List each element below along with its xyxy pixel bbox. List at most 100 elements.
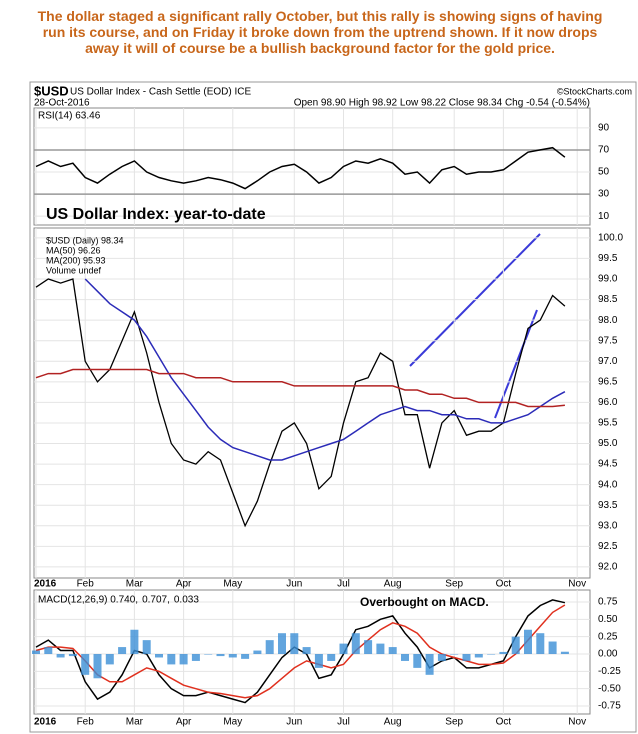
series-line	[35, 604, 566, 699]
histogram-bar	[44, 647, 53, 655]
x-tick-label: Jun	[286, 579, 302, 590]
y-tick-label: -0.50	[598, 683, 621, 694]
panel	[33, 227, 591, 579]
y-tick-label: -0.25	[598, 666, 621, 677]
y-tick-label: 94.5	[598, 459, 618, 470]
y-tick-label: 0.50	[598, 614, 618, 625]
x-tick-label: 2016	[34, 579, 57, 590]
y-tick-label: 95.0	[598, 438, 618, 449]
histogram-bar	[511, 636, 520, 655]
y-tick-label: 99.0	[598, 274, 618, 285]
histogram-bar	[437, 654, 446, 661]
histogram-bar	[216, 654, 225, 657]
histogram-bar	[351, 633, 360, 655]
histogram-bar	[339, 643, 348, 655]
histogram-bar	[32, 650, 40, 655]
y-tick-label: 93.0	[598, 520, 618, 531]
series-line	[84, 278, 566, 461]
x-tick-label: Mar	[126, 579, 144, 590]
y-tick-label: 10	[598, 211, 610, 222]
y-tick-label: 50	[598, 167, 610, 178]
histogram-bar	[462, 654, 471, 661]
series-line	[35, 146, 566, 190]
histogram-bar	[425, 654, 434, 675]
y-tick-label: 30	[598, 189, 610, 200]
y-tick-label: 96.5	[598, 376, 618, 387]
legend-entry: MA(200) 95.93	[46, 255, 106, 265]
quote: Open 98.90 High 98.92 Low 98.22 Close 98…	[294, 98, 590, 109]
histogram-bar	[81, 654, 90, 675]
histogram-bar	[376, 643, 385, 655]
commentary: The dollar staged a significant rally Oc…	[37, 8, 603, 56]
x-tick-label: Apr	[176, 717, 192, 728]
histogram-bar	[413, 654, 422, 668]
y-tick-label: 97.0	[598, 356, 618, 367]
histogram-bar	[118, 647, 127, 655]
histogram-bar	[450, 654, 459, 655]
series-line	[35, 368, 565, 408]
y-tick-label: 100.0	[598, 233, 623, 244]
histogram-bar	[68, 654, 77, 657]
y-tick-label: 90	[598, 123, 610, 134]
legend-entry: Volume undef	[46, 265, 102, 275]
y-tick-label: 95.5	[598, 418, 618, 429]
date: 28-Oct-2016	[34, 98, 90, 109]
x-tick-label: Jul	[337, 579, 350, 590]
histogram-bar	[278, 633, 286, 655]
histogram-bar	[265, 640, 274, 655]
histogram-bar	[487, 654, 496, 655]
index-name: US Dollar Index - Cash Settle (EOD) ICE	[70, 87, 251, 98]
histogram-bar	[388, 647, 397, 655]
x-tick-label: Jun	[286, 717, 302, 728]
legend-entry: MACD(12,26,9) 0.740,	[38, 595, 138, 606]
x-tick-label: Nov	[568, 717, 586, 728]
y-tick-label: 92.5	[598, 541, 618, 552]
histogram-bar	[155, 654, 163, 658]
x-tick-label: Sep	[445, 579, 463, 590]
x-tick-label: Apr	[176, 579, 192, 590]
x-tick-label: Oct	[496, 579, 512, 590]
histogram-bar	[142, 640, 151, 655]
series-line	[35, 278, 566, 528]
y-tick-label: 0.00	[598, 649, 618, 660]
x-tick-label: 2016	[34, 717, 57, 728]
histogram-bar	[499, 651, 508, 655]
legend-entry: MA(50) 96.26	[46, 245, 101, 255]
histogram-bar	[191, 654, 200, 661]
y-tick-label: 97.5	[598, 335, 618, 346]
histogram-bar	[314, 654, 323, 668]
histogram-bar	[204, 654, 213, 655]
symbol: $USD	[34, 83, 69, 98]
x-tick-label: Aug	[384, 717, 402, 728]
histogram-bar	[130, 629, 139, 655]
y-tick-label: 0.75	[598, 597, 618, 608]
source: ©StockCharts.com	[557, 86, 632, 96]
x-tick-label: Mar	[126, 717, 144, 728]
y-tick-label: 94.0	[598, 479, 618, 490]
histogram-bar	[93, 654, 102, 679]
x-tick-label: May	[223, 579, 242, 590]
y-tick-label: 96.0	[598, 397, 618, 408]
y-tick-label: 98.5	[598, 294, 618, 305]
histogram-bar	[474, 654, 483, 658]
x-tick-label: May	[223, 717, 242, 728]
x-tick-label: Feb	[77, 717, 95, 728]
histogram-bar	[228, 654, 237, 658]
y-tick-label: 0.25	[598, 631, 618, 642]
x-tick-label: Feb	[77, 579, 95, 590]
histogram-bar	[179, 654, 188, 665]
histogram-bar	[401, 654, 409, 661]
histogram-bar	[105, 654, 114, 665]
y-tick-label: 98.0	[598, 315, 618, 326]
histogram-bar	[327, 654, 336, 661]
histogram-bar	[536, 633, 545, 655]
legend-entry: 0.033	[174, 595, 199, 606]
y-tick-label: 92.0	[598, 562, 618, 573]
histogram-bar	[548, 641, 557, 655]
histogram-bar	[241, 654, 250, 659]
panel	[33, 107, 591, 226]
y-tick-label: -0.75	[598, 701, 621, 712]
annotation: Overbought on MACD.	[360, 595, 489, 609]
histogram-bar	[56, 654, 65, 658]
